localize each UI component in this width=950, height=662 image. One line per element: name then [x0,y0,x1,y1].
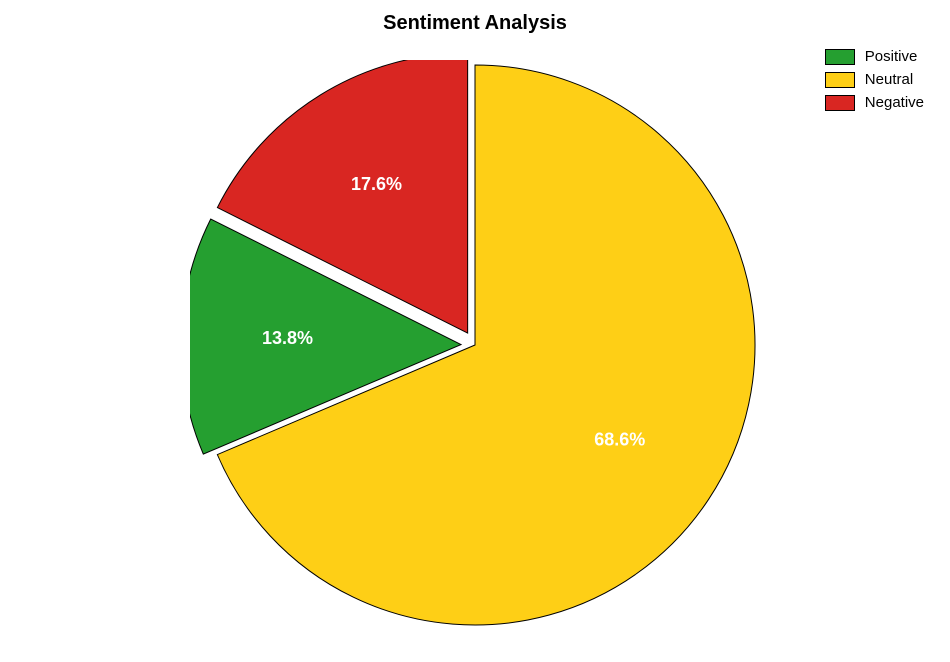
slice-label-positive: 13.8% [262,328,313,348]
legend-label-neutral: Neutral [865,71,913,88]
legend-label-negative: Negative [865,94,924,111]
legend-swatch-neutral [825,72,855,88]
legend-swatch-negative [825,95,855,111]
pie-chart: 17.6% 13.8% 68.6% [190,60,760,630]
legend-item-positive: Positive [825,48,924,65]
legend-item-negative: Negative [825,94,924,111]
legend-label-positive: Positive [865,48,918,65]
slice-label-negative: 17.6% [351,174,402,194]
legend-item-neutral: Neutral [825,71,924,88]
slice-label-neutral: 68.6% [594,430,645,450]
legend: Positive Neutral Negative [825,48,924,117]
legend-swatch-positive [825,49,855,65]
pie-svg: 17.6% 13.8% 68.6% [190,60,760,630]
chart-title: Sentiment Analysis [383,12,567,35]
